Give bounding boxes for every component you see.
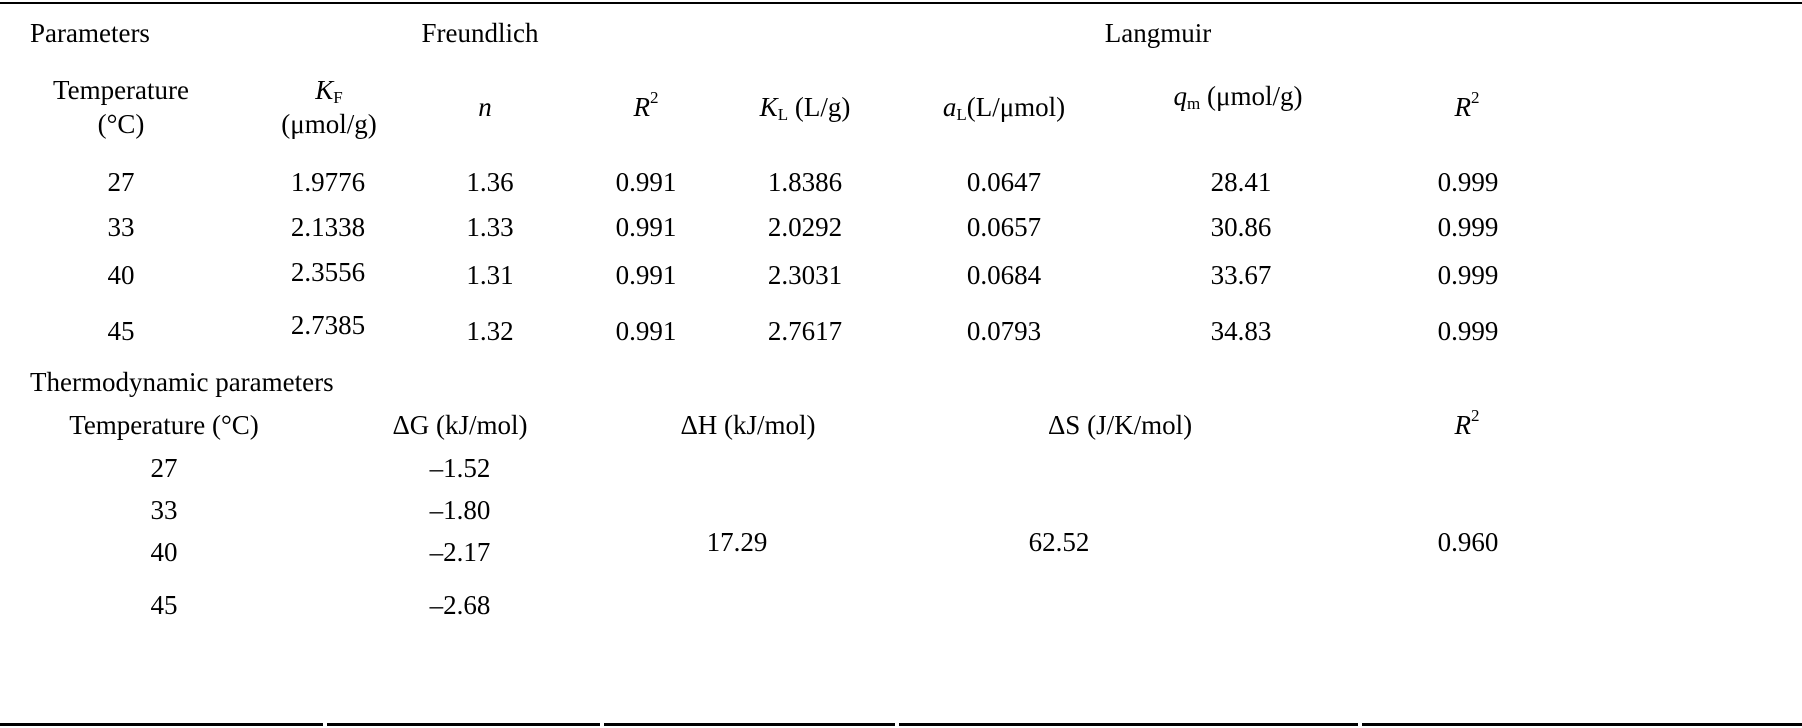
row3-n: 1.31 <box>466 262 513 289</box>
thermo-row4-dg: –2.68 <box>430 592 491 619</box>
freundlich-header: Freundlich <box>422 20 539 47</box>
thermo-title: Thermodynamic parameters <box>30 369 334 396</box>
row1-temp: 27 <box>108 169 135 196</box>
row4-kf: 2.7385 <box>291 312 365 339</box>
row2-r2f: 0.991 <box>616 214 677 241</box>
col-header-temperature: Temperature (°C) <box>53 73 189 141</box>
col-header-r2-freundlich: R2 <box>634 94 659 121</box>
row3-r2l: 0.999 <box>1438 262 1499 289</box>
thermo-col-dh: ΔH (kJ/mol) <box>680 412 815 439</box>
row4-r2l: 0.999 <box>1438 318 1499 345</box>
row3-al: 0.0684 <box>967 262 1041 289</box>
col-header-temperature-line1: Temperature <box>53 73 189 107</box>
row4-qm: 34.83 <box>1211 318 1272 345</box>
thermo-row1-dg: –1.52 <box>430 455 491 482</box>
rule-gap <box>323 723 327 726</box>
rule-gap <box>895 723 899 726</box>
thermo-row3-dg: –2.17 <box>430 539 491 566</box>
row4-kl: 2.7617 <box>768 318 842 345</box>
col-header-kl: KL (L/g) <box>760 94 851 121</box>
thermo-row3-temp: 40 <box>151 539 178 566</box>
thermo-col-dg: ΔG (kJ/mol) <box>392 412 527 439</box>
thermo-row4-temp: 45 <box>151 592 178 619</box>
col-header-r2-langmuir: R2 <box>1455 94 1480 121</box>
thermo-dh-value: 17.29 <box>707 529 768 556</box>
parameters-header: Parameters <box>30 20 150 47</box>
row2-n: 1.33 <box>466 214 513 241</box>
row1-r2l: 0.999 <box>1438 169 1499 196</box>
col-header-n: n <box>478 94 492 121</box>
table-bottom-rule <box>0 723 1802 726</box>
thermo-r2-value: 0.960 <box>1438 529 1499 556</box>
col-header-kf-unit: (μmol/g) <box>281 107 376 141</box>
row2-al: 0.0657 <box>967 214 1041 241</box>
row1-al: 0.0647 <box>967 169 1041 196</box>
row1-qm: 28.41 <box>1211 169 1272 196</box>
rule-gap <box>600 723 604 726</box>
col-header-kf: KF (μmol/g) <box>281 73 376 141</box>
row4-temp: 45 <box>108 318 135 345</box>
langmuir-header: Langmuir <box>1105 20 1211 47</box>
row3-kl: 2.3031 <box>768 262 842 289</box>
col-header-qm: qm (μmol/g) <box>1174 83 1303 110</box>
thermo-row2-dg: –1.80 <box>430 497 491 524</box>
col-header-al: aL(L/μmol) <box>943 94 1065 121</box>
row4-r2f: 0.991 <box>616 318 677 345</box>
row3-r2f: 0.991 <box>616 262 677 289</box>
row1-kf: 1.9776 <box>291 169 365 196</box>
row4-n: 1.32 <box>466 318 513 345</box>
row1-r2f: 0.991 <box>616 169 677 196</box>
row2-kl: 2.0292 <box>768 214 842 241</box>
thermo-row2-temp: 33 <box>151 497 178 524</box>
row3-qm: 33.67 <box>1211 262 1272 289</box>
row2-temp: 33 <box>108 214 135 241</box>
row3-temp: 40 <box>108 262 135 289</box>
thermo-col-r2: R2 <box>1455 412 1480 439</box>
row1-n: 1.36 <box>466 169 513 196</box>
thermo-ds-value: 62.52 <box>1029 529 1090 556</box>
table-top-rule <box>0 2 1802 4</box>
col-header-temperature-line2: (°C) <box>53 107 189 141</box>
thermo-col-ds: ΔS (J/K/mol) <box>1048 412 1192 439</box>
rule-gap <box>1358 723 1362 726</box>
row2-r2l: 0.999 <box>1438 214 1499 241</box>
row4-al: 0.0793 <box>967 318 1041 345</box>
row2-qm: 30.86 <box>1211 214 1272 241</box>
thermo-col-temperature: Temperature (°C) <box>69 412 259 439</box>
row3-kf: 2.3556 <box>291 259 365 286</box>
row1-kl: 1.8386 <box>768 169 842 196</box>
row2-kf: 2.1338 <box>291 214 365 241</box>
thermo-row1-temp: 27 <box>151 455 178 482</box>
